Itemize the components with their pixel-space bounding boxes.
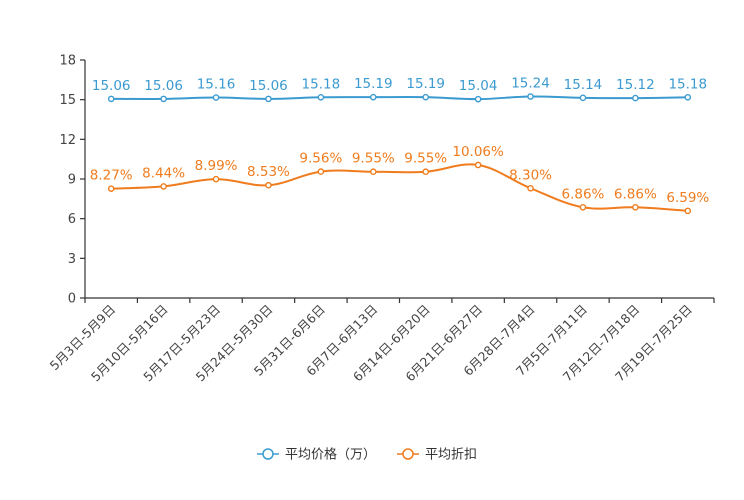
y-tick-label: 0 [68, 292, 76, 307]
series-lines [111, 95, 688, 212]
y-tick-label: 15 [59, 93, 76, 108]
data-label: 8.44% [142, 165, 185, 181]
series-line-0 [111, 95, 688, 101]
data-label: 8.30% [509, 167, 552, 183]
data-point[interactable] [265, 95, 272, 103]
legend-label: 平均价格（万） [285, 447, 376, 463]
y-tick-label: 3 [68, 252, 76, 267]
series-line-1 [111, 163, 688, 212]
data-point[interactable] [474, 161, 482, 169]
data-point[interactable] [369, 168, 377, 176]
data-point[interactable] [632, 94, 639, 102]
data-point[interactable] [369, 93, 377, 101]
data-label: 9.55% [404, 151, 447, 167]
data-point[interactable] [317, 168, 325, 175]
legend-marker-icon [402, 448, 414, 460]
data-point[interactable] [317, 93, 325, 101]
data-point[interactable] [527, 93, 534, 100]
data-label: 15.14 [564, 77, 603, 93]
legend-item-0[interactable]: 平均价格（万） [257, 447, 376, 463]
data-label: 8.27% [90, 168, 133, 184]
data-label: 6.86% [562, 186, 605, 202]
data-label: 6.86% [614, 186, 657, 202]
axes: 03691215185月3日-5月9日5月10日-5月16日5月17日-5月23… [47, 54, 715, 384]
y-tick-label: 9 [68, 173, 76, 188]
y-tick-label: 18 [59, 54, 76, 69]
data-point[interactable] [422, 168, 430, 176]
data-point[interactable] [212, 175, 220, 183]
data-label: 15.18 [302, 76, 341, 92]
data-point[interactable] [579, 203, 587, 211]
data-point[interactable] [474, 95, 482, 103]
data-label: 15.19 [406, 76, 445, 92]
data-label: 15.06 [92, 78, 131, 94]
data-label: 15.06 [249, 78, 288, 94]
data-label: 8.53% [247, 164, 290, 180]
data-label: 15.12 [616, 77, 655, 93]
data-label: 9.56% [299, 151, 342, 167]
data-label: 15.19 [354, 76, 393, 92]
data-label: 15.04 [459, 78, 498, 94]
data-label: 9.55% [352, 151, 395, 167]
data-point[interactable] [579, 94, 587, 102]
legend-item-1[interactable]: 平均折扣 [397, 448, 477, 463]
data-labels: 15.06 15.06 15.16 15.06 15.18 15.19 15.19 15.04… [90, 75, 710, 205]
legend[interactable]: 平均价格（万） 平均折扣 [257, 447, 477, 463]
data-point[interactable] [160, 95, 167, 103]
data-label: 10.06% [452, 144, 504, 160]
data-point[interactable] [684, 93, 692, 101]
data-label: 15.24 [511, 75, 550, 91]
data-label: 15.06 [144, 78, 183, 94]
series-points [107, 93, 692, 215]
data-point[interactable] [684, 207, 692, 215]
y-tick-label: 6 [68, 212, 76, 227]
data-label: 15.18 [668, 76, 707, 92]
legend-marker-icon [262, 448, 274, 460]
data-point[interactable] [212, 94, 220, 101]
data-point[interactable] [265, 181, 272, 189]
data-point[interactable] [107, 95, 115, 103]
data-label: 8.99% [195, 158, 238, 174]
data-label: 15.16 [197, 77, 236, 93]
data-label: 6.59% [666, 190, 709, 206]
data-point[interactable] [107, 185, 115, 192]
data-point[interactable] [160, 183, 167, 190]
data-point[interactable] [422, 93, 430, 101]
legend-label: 平均折扣 [425, 448, 477, 463]
data-point[interactable] [632, 203, 639, 211]
y-tick-label: 12 [59, 133, 76, 148]
data-point[interactable] [527, 184, 534, 192]
